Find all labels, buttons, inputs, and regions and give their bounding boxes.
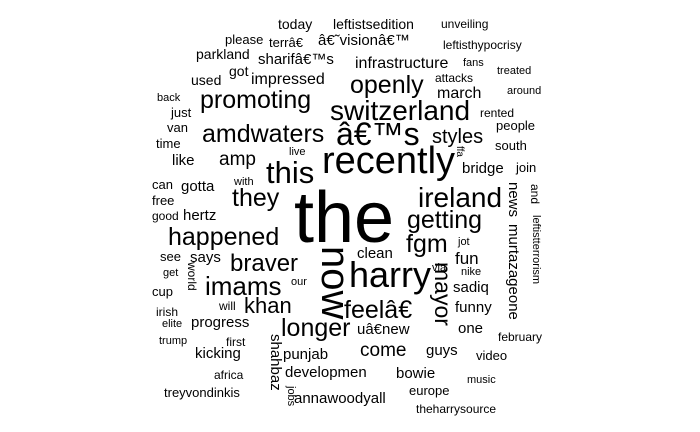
word-switzerland: switzerland <box>330 95 471 126</box>
word-one: one <box>458 320 484 337</box>
word-imams: imams <box>205 271 282 301</box>
word-free: free <box>152 193 175 208</box>
word-vision: â€˜visionâ€™ <box>318 32 410 49</box>
word-fgm: fgm <box>406 230 448 258</box>
word-shahbaz: shahbaz <box>267 334 284 391</box>
word-braver: braver <box>230 250 299 277</box>
word-developmen: developmen <box>285 364 367 381</box>
word-styles: styles <box>432 126 484 148</box>
word-s: â€™s <box>336 116 420 152</box>
word-elite: elite <box>162 318 183 330</box>
word-the: the <box>294 178 395 258</box>
word-irish: irish <box>156 305 179 319</box>
word-openly: openly <box>350 71 424 99</box>
word-treyvondinkis: treyvondinkis <box>164 385 240 400</box>
word-says: says <box>190 249 221 266</box>
word-this: this <box>266 155 315 190</box>
word-come: come <box>360 340 407 361</box>
word-can: can <box>152 177 173 192</box>
word-murtazageone: murtazageone <box>505 224 522 320</box>
word-got: got <box>229 63 249 79</box>
word-recently: recently <box>322 140 456 182</box>
word-terra: terrâ€ <box>269 35 303 50</box>
word-clean: clean <box>357 245 393 262</box>
word-funny: funny <box>455 299 492 316</box>
word-first: first <box>226 335 246 349</box>
word-guys: guys <box>426 342 458 359</box>
word-sharif: sharifâ€™s <box>258 51 334 68</box>
word-music: music <box>467 374 496 386</box>
word-punjab: punjab <box>283 346 329 363</box>
word-please: please <box>225 32 264 47</box>
word-getting: getting <box>407 206 483 234</box>
word-annawoodyall: annawoodyall <box>294 390 386 407</box>
word-unveiling: unveiling <box>441 17 489 31</box>
word-parkland: parkland <box>196 46 250 62</box>
word-infrastructure: infrastructure <box>355 55 449 72</box>
word-hertz: hertz <box>183 207 217 224</box>
word-impressed: impressed <box>251 71 325 88</box>
word-harry: harry <box>349 254 432 295</box>
word-europe: europe <box>409 383 450 398</box>
word-get: get <box>163 267 179 279</box>
word-world: world <box>185 262 199 291</box>
word-and: and <box>528 184 542 205</box>
word-fun: fun <box>455 249 479 268</box>
word-today: today <box>278 16 313 32</box>
word-good: good <box>152 209 179 223</box>
word-time: time <box>156 136 181 151</box>
word-ffa: ffa <box>454 146 465 157</box>
word-happened: happened <box>168 223 280 251</box>
word-nike: nike <box>461 266 482 278</box>
word-kicking: kicking <box>195 345 241 362</box>
word-trump: trump <box>159 335 188 347</box>
word-jot: jot <box>458 236 470 248</box>
word-bridge: bridge <box>462 160 504 177</box>
word-sadiq: sadiq <box>453 279 489 296</box>
word-live: live <box>289 146 306 158</box>
word-khan: khan <box>244 293 292 318</box>
word-used: used <box>191 72 222 88</box>
word-ireland: ireland <box>418 182 503 213</box>
word-feel: feelâ€ <box>344 296 413 324</box>
word-jobs: jobs <box>285 386 297 407</box>
word-longer: longer <box>281 314 351 342</box>
word-progress: progress <box>191 314 250 331</box>
word-south: south <box>495 138 527 153</box>
word-new: uâ€new <box>357 321 410 338</box>
word-news: news <box>505 182 522 218</box>
word-leftistsedition: leftistsedition <box>333 16 414 32</box>
word-amdwaters: amdwaters <box>202 120 325 148</box>
word-back: back <box>157 92 181 104</box>
word-rented: rented <box>480 106 515 120</box>
word-see: see <box>160 249 181 264</box>
word-fans: fans <box>463 57 484 69</box>
word-will: will <box>219 299 236 313</box>
word-our: our <box>291 276 307 288</box>
word-around: around <box>507 85 542 97</box>
word-join: join <box>516 160 537 175</box>
word-promoting: promoting <box>200 86 312 114</box>
word-people: people <box>496 118 536 133</box>
word-treated: treated <box>497 65 532 77</box>
word-bowie: bowie <box>396 365 436 382</box>
word-via: via <box>432 262 447 274</box>
word-leftistterrorism: leftistterrorism <box>530 215 542 285</box>
word-leftisthypocrisy: leftisthypocrisy <box>443 38 522 52</box>
word-march: march <box>437 85 482 102</box>
word-attacks: attacks <box>435 71 474 85</box>
word-like: like <box>172 152 195 169</box>
word-africa: africa <box>214 368 244 382</box>
word-gotta: gotta <box>181 178 215 195</box>
word-cup: cup <box>152 284 173 299</box>
word-they: they <box>232 184 280 212</box>
word-amp: amp <box>219 149 256 170</box>
word-video: video <box>476 348 508 363</box>
word-just: just <box>171 105 192 120</box>
word-van: van <box>167 120 188 135</box>
word-theharrysource: theharrysource <box>416 402 497 416</box>
word-with: with <box>234 176 254 188</box>
word-february: february <box>498 330 543 344</box>
